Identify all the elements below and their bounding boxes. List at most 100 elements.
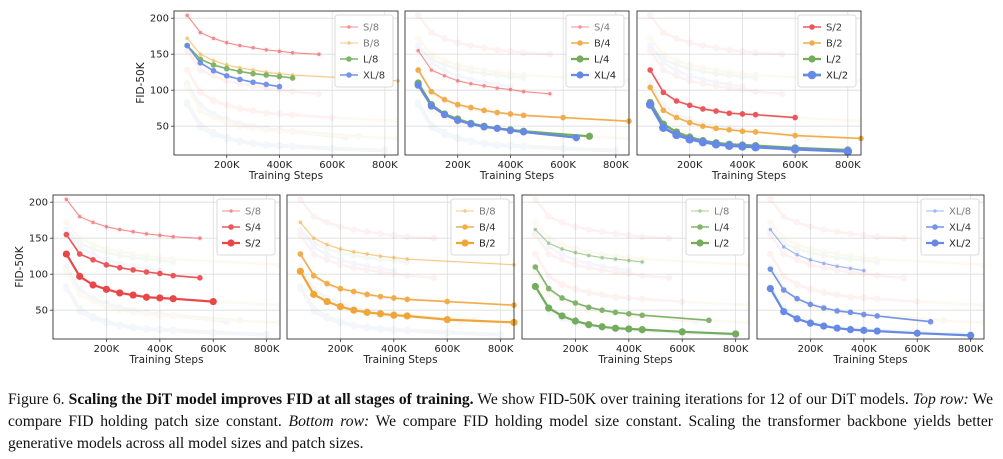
ghost-point [297, 285, 304, 292]
chart-panel-1: 200K 400K 600K 800K 50 100 150 200 Training Step… [135, 10, 400, 182]
ghost-point [363, 325, 371, 332]
data-point [726, 127, 733, 133]
caption-top-row-label: Top row: [912, 391, 969, 408]
ghost-point [807, 223, 814, 230]
ghost-point [847, 253, 854, 260]
ghost-point [598, 250, 606, 258]
data-point [210, 62, 217, 68]
data-point [468, 104, 474, 111]
data-point [573, 250, 578, 255]
series-s-4 [63, 231, 203, 281]
data-point [350, 288, 357, 295]
ghost-point [390, 325, 398, 333]
data-point [647, 67, 653, 73]
ghost-point [625, 267, 633, 274]
x-tick-label: 600K [782, 160, 808, 171]
ghost-line [534, 253, 683, 303]
ghost-point [129, 325, 137, 332]
legend-swatch-marker [809, 40, 815, 46]
ghost-point [572, 261, 579, 269]
data-point [62, 250, 70, 258]
data-point [198, 236, 202, 240]
ghost-point [116, 252, 123, 259]
ghost-point [183, 79, 191, 87]
ghost-point [780, 235, 787, 242]
data-point [428, 88, 435, 95]
ghost-point [76, 243, 83, 251]
data-point [405, 257, 409, 261]
legend-label: B/2 [479, 239, 496, 250]
ghost-point [545, 235, 552, 242]
ghost-point [363, 254, 371, 261]
data-point [792, 114, 798, 121]
x-tick-label: 200K [798, 344, 824, 355]
ghost-point [646, 79, 654, 87]
ghost-point [89, 295, 97, 302]
ghost-point [444, 330, 451, 337]
caption-figure-label: Figure 6. [8, 391, 65, 408]
data-point [807, 301, 814, 308]
ghost-point [297, 226, 304, 233]
ghost-point [350, 264, 357, 271]
legend-item: B/8 [456, 207, 496, 218]
data-point [251, 68, 255, 72]
ghost-point [297, 283, 304, 290]
ghost-point [638, 296, 646, 303]
data-point [89, 281, 97, 289]
data-point [391, 295, 397, 301]
ghost-point [103, 249, 110, 256]
ghost-point [507, 70, 514, 77]
ghost-point [625, 77, 629, 85]
x-tick-label: 400K [381, 344, 407, 355]
ghost-point [76, 304, 83, 312]
x-tick-label: 400K [730, 160, 756, 171]
ghost-point [820, 288, 827, 295]
ghost-point [428, 120, 435, 128]
ghost-point [480, 70, 488, 77]
x-axis-label: Training Steps [128, 354, 203, 366]
ghost-point [223, 102, 230, 109]
ghost-point [494, 71, 501, 79]
data-point [559, 295, 565, 301]
ghost-point [89, 294, 97, 302]
ghost-line [65, 285, 267, 336]
series-line [417, 84, 577, 139]
ghost-point [76, 285, 83, 292]
ghost-point [183, 84, 191, 91]
caption-sentence-1: We show FID-50K over training iterations… [477, 391, 909, 408]
ghost-point [441, 57, 448, 64]
data-point [706, 317, 712, 324]
ghost-point [310, 240, 317, 247]
ghost-point [793, 219, 801, 226]
ghost-point [873, 272, 881, 279]
ghost-line [417, 44, 524, 80]
series-b-2 [647, 84, 864, 142]
x-tick-label: 800K [603, 160, 629, 171]
ghost-point [263, 141, 270, 148]
data-point [336, 303, 345, 311]
ghost-point [116, 304, 123, 312]
ghost-point [807, 285, 814, 292]
ghost-point [612, 253, 619, 260]
ghost-point [156, 327, 164, 334]
ghost-line [649, 14, 782, 56]
ghost-point [210, 114, 217, 121]
legend-box [797, 14, 857, 88]
data-point [660, 107, 667, 114]
data-point [611, 324, 620, 332]
ghost-point [323, 312, 331, 320]
data-point [325, 242, 329, 247]
data-point [585, 321, 593, 329]
ghost-point [745, 261, 749, 269]
series-line [65, 234, 200, 279]
data-point [698, 137, 708, 147]
ghost-point [793, 281, 801, 289]
ghost-point [223, 115, 230, 123]
y-tick-label: 100 [29, 270, 48, 281]
data-point [493, 124, 501, 132]
data-point [686, 102, 693, 109]
ghost-point [297, 196, 304, 203]
data-point [129, 291, 137, 299]
ghost-point [337, 261, 344, 269]
ghost-point [585, 264, 592, 271]
